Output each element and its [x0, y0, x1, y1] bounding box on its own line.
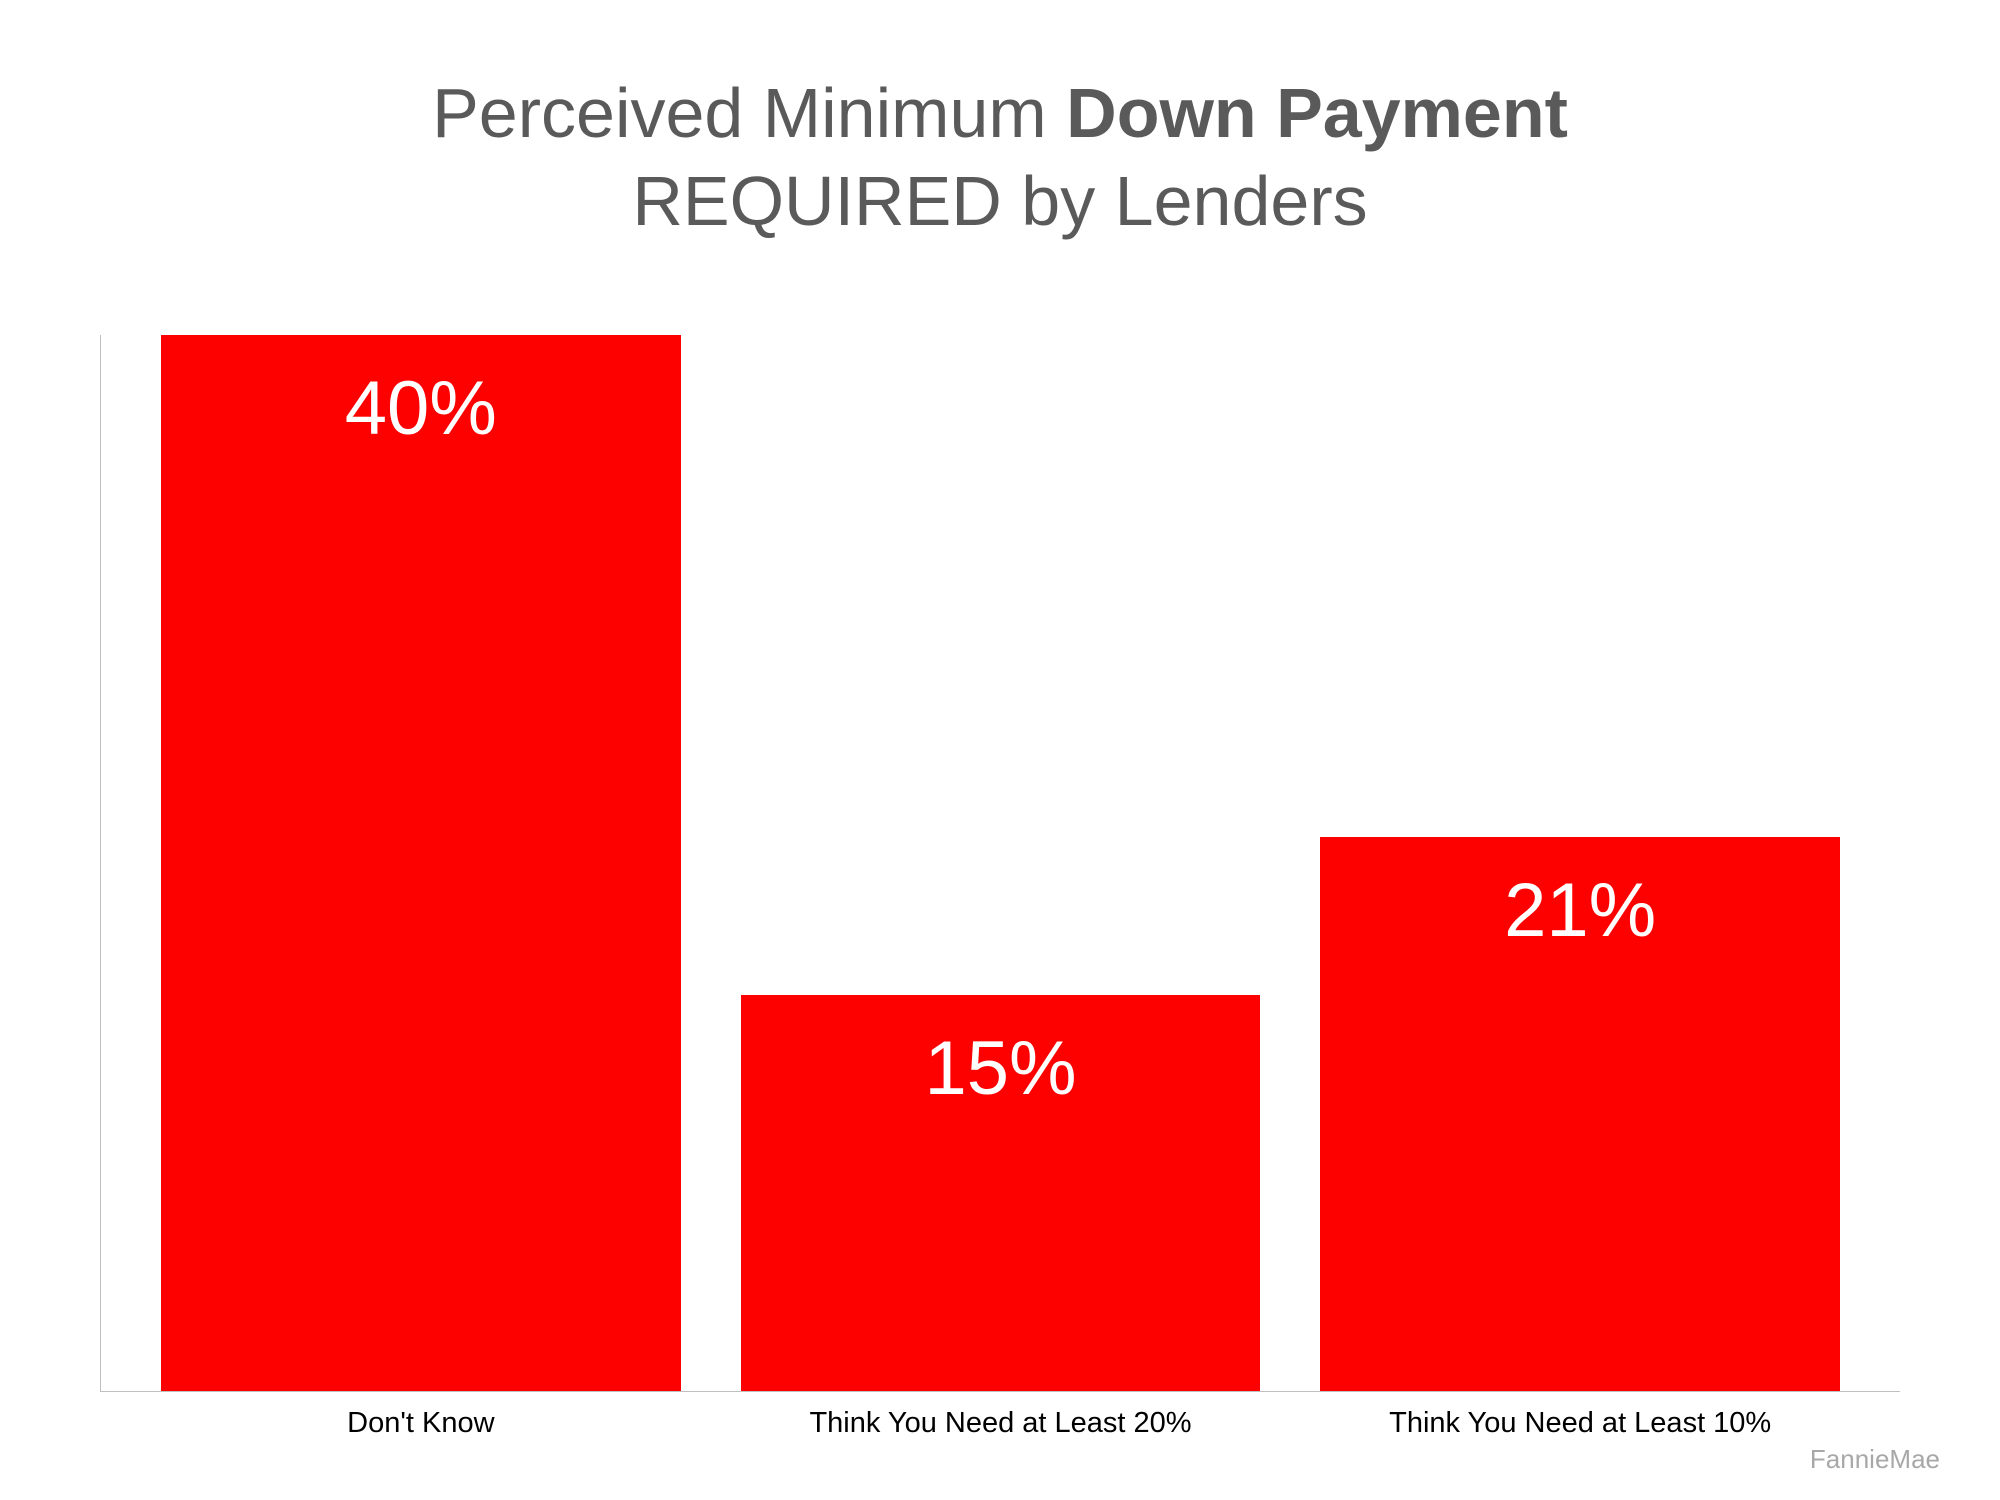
chart-container: Perceived Minimum Down Payment REQUIRED …: [0, 0, 2000, 1500]
x-axis: Don't Know Think You Need at Least 20% T…: [101, 1392, 1900, 1440]
bar: 15%: [741, 995, 1261, 1391]
x-axis-label: Think You Need at Least 20%: [741, 1407, 1261, 1440]
bar: 21%: [1320, 837, 1840, 1391]
plot-area: 40% 15% 21%: [100, 335, 1900, 1392]
title-line1-bold: Down Payment: [1066, 74, 1568, 152]
title-line1-prefix: Perceived Minimum: [432, 74, 1066, 152]
source-attribution: FannieMae: [1810, 1444, 1940, 1475]
title-line2: REQUIRED by Lenders: [632, 162, 1367, 240]
bar: 40%: [161, 335, 681, 1391]
bar-value-label: 40%: [345, 335, 497, 452]
x-axis-label: Think You Need at Least 10%: [1320, 1407, 1840, 1440]
chart-title: Perceived Minimum Down Payment REQUIRED …: [100, 70, 1900, 245]
x-axis-label: Don't Know: [161, 1407, 681, 1440]
bar-group: 40%: [161, 335, 681, 1391]
bar-value-label: 15%: [924, 995, 1076, 1112]
bar-group: 15%: [741, 335, 1261, 1391]
bar-value-label: 21%: [1504, 837, 1656, 954]
bar-group: 21%: [1320, 335, 1840, 1391]
